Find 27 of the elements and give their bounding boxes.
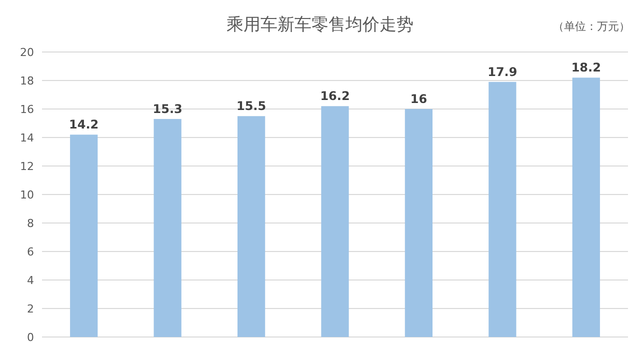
y-tick-label: 12	[20, 160, 34, 173]
data-label: 17.9	[488, 64, 518, 79]
data-label: 18.2	[571, 60, 601, 75]
y-tick-label: 6	[27, 246, 34, 258]
bar	[404, 109, 433, 337]
y-tick-label: 14	[20, 132, 34, 144]
bar	[70, 134, 98, 337]
data-label: 15.5	[236, 99, 266, 114]
y-tick-label: 2	[27, 302, 34, 316]
y-tick-label: 18	[20, 74, 34, 88]
data-label: 15.3	[152, 102, 182, 116]
y-tick-label: 16	[20, 103, 34, 116]
chart-title: 乘用车新车零售均价走势	[226, 15, 414, 35]
y-tick-label: 4	[27, 274, 34, 287]
bar	[488, 82, 516, 337]
y-tick-label: 0	[27, 331, 34, 344]
bar	[572, 78, 600, 337]
bar	[237, 116, 266, 337]
y-tick-label: 8	[27, 217, 34, 230]
data-label: 16.2	[320, 89, 350, 104]
text: （单位：万元）	[553, 20, 630, 33]
bar	[321, 106, 349, 337]
data-label: 14.2	[69, 118, 99, 132]
y-tick-label: 20	[20, 46, 34, 59]
bar	[154, 118, 182, 337]
data-label: 16	[410, 92, 428, 106]
y-tick-label: 10	[20, 188, 34, 202]
